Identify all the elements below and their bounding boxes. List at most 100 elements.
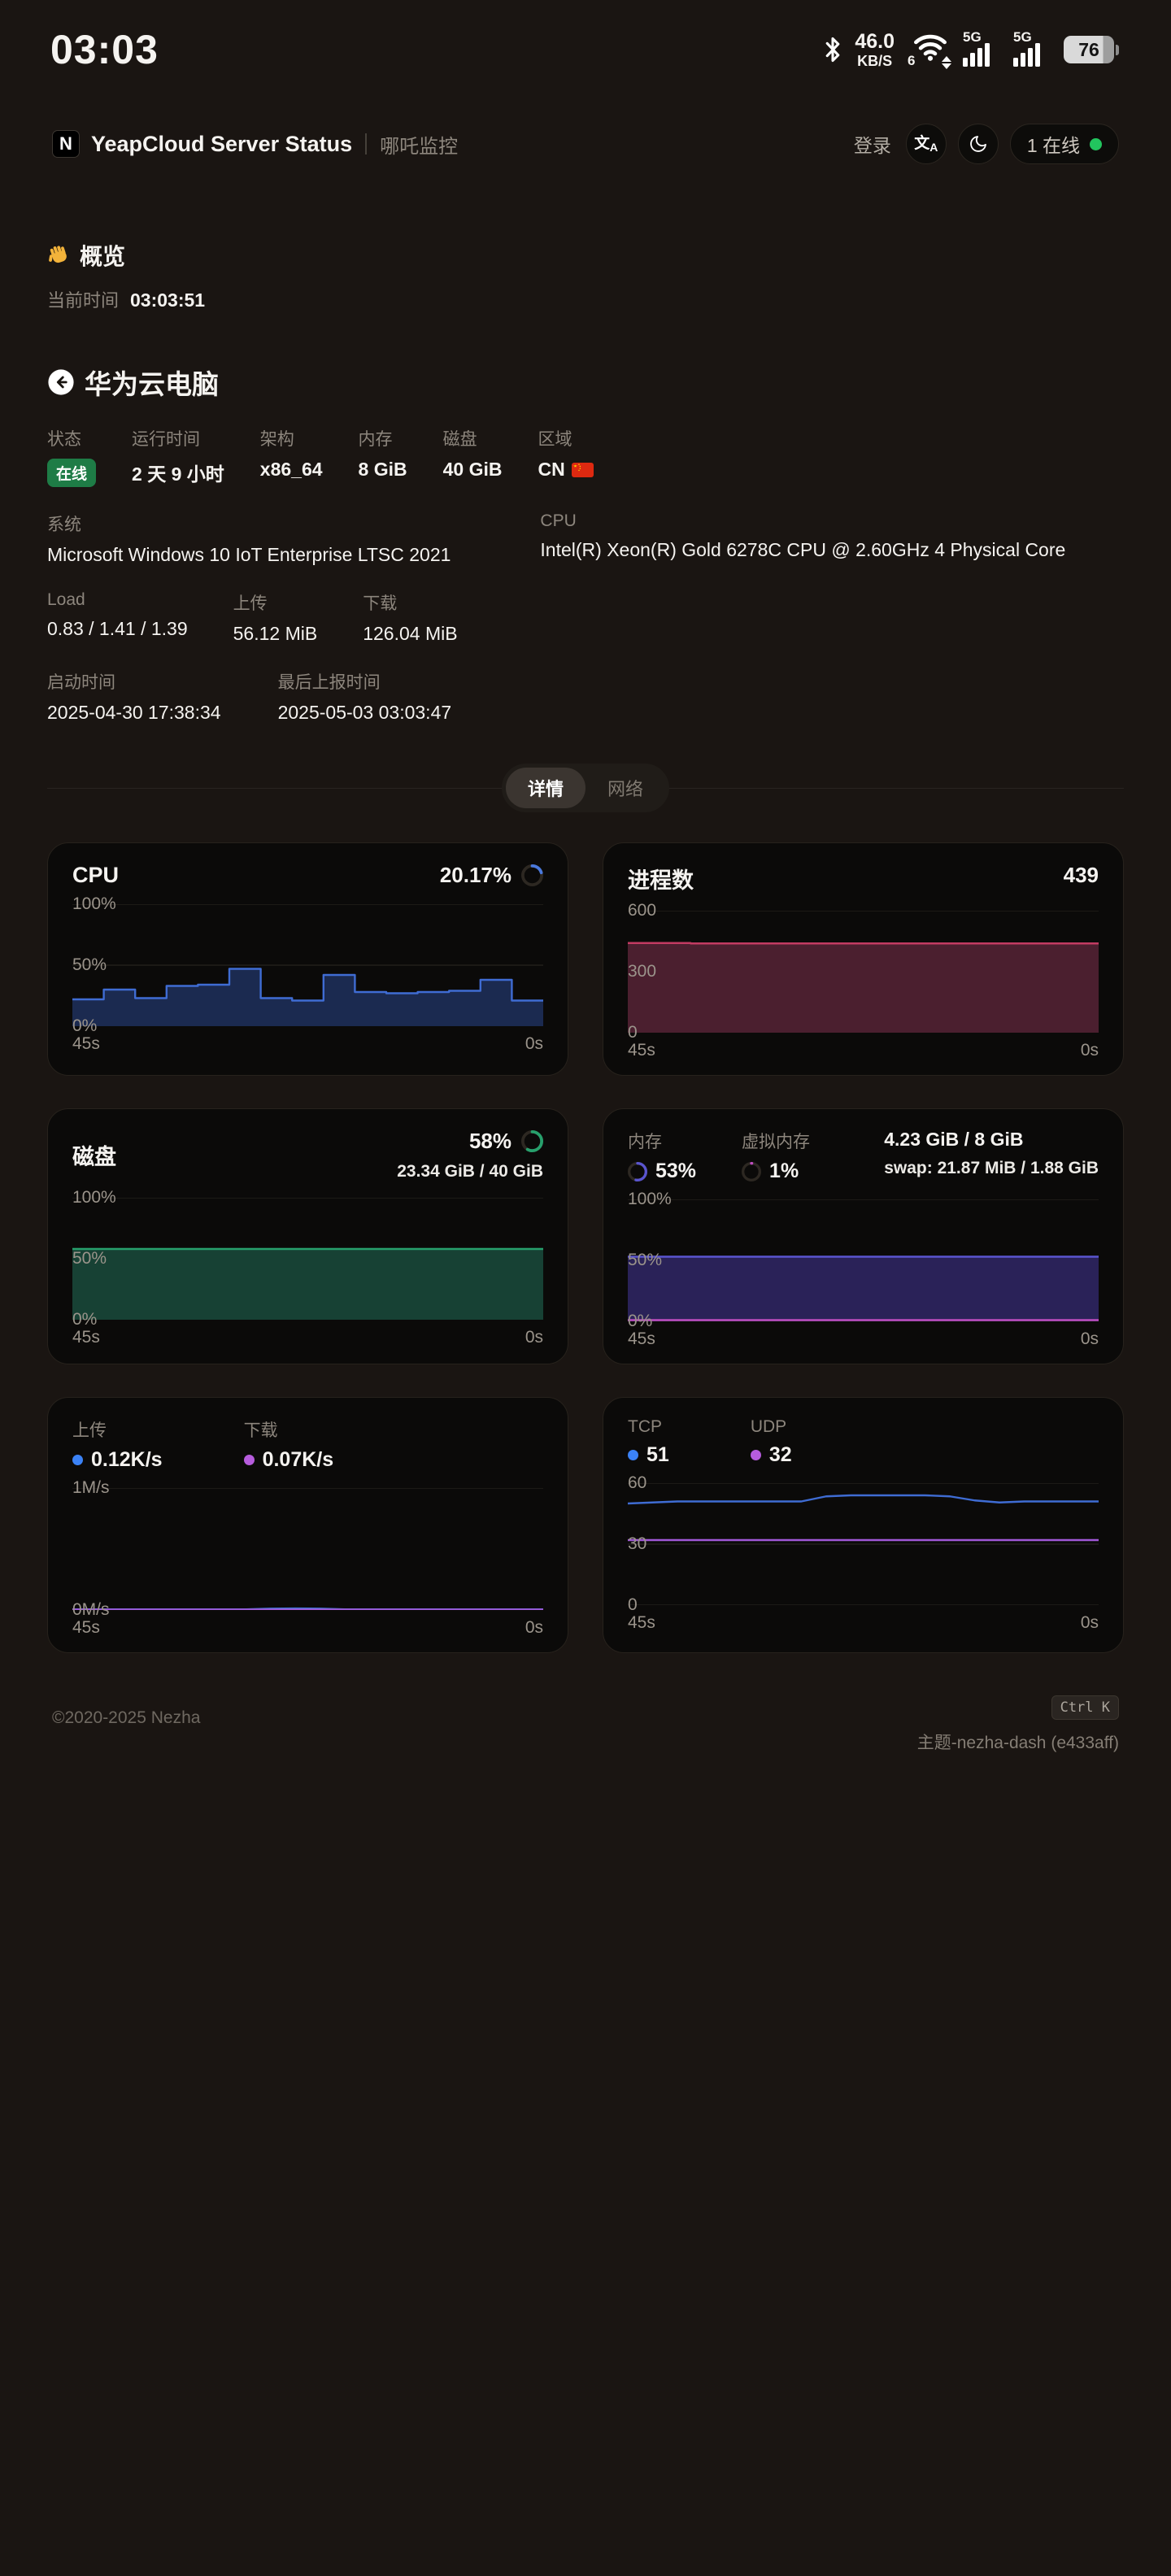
tab-detail[interactable]: 详情 <box>505 768 586 808</box>
process-card-title: 进程数 <box>628 868 694 893</box>
upload-speed-value: 0.12K/s <box>91 1448 163 1471</box>
memory-stat: 内存 53% <box>628 1133 697 1182</box>
network-card: 上传 0.12K/s 下载 0.07K/s <box>47 1397 568 1653</box>
memory-chart: 100% 50% 0% 45s 0s <box>628 1190 1099 1348</box>
process-card: 进程数 439 600 300 0 45s 0s <box>603 842 1124 1076</box>
memory-percent-value: 53% <box>655 1160 697 1182</box>
download-speed-value: 0.07K/s <box>262 1448 334 1471</box>
field-load: Load 0.83 / 1.41 / 1.39 <box>47 590 188 639</box>
tab-network[interactable]: 网络 <box>607 779 644 799</box>
cpu-value: 20.17% <box>439 863 511 887</box>
theme-toggle-button[interactable] <box>957 124 999 164</box>
swap-stat: 虚拟内存 1% <box>742 1133 811 1182</box>
bluetooth-icon <box>824 36 842 63</box>
network-speed-value: 46.0 <box>855 29 895 53</box>
download-legend-dot <box>243 1455 255 1465</box>
cellular-signal-1: 5G <box>963 29 1000 68</box>
page-footer: ©2020-2025 Nezha Ctrl K 主题-nezha-dash (e… <box>0 1695 1171 1754</box>
wifi-gen-label: 6 <box>908 53 916 68</box>
current-time-label: 当前时间 <box>47 290 120 311</box>
theme-version-text: 主题-nezha-dash (e433aff) <box>916 1734 1119 1752</box>
command-palette-shortcut[interactable]: Ctrl K <box>1051 1695 1119 1720</box>
cpu-progress-ring <box>521 864 543 886</box>
nezha-logo[interactable]: N <box>52 130 80 158</box>
swap-percent-value: 1% <box>769 1160 799 1182</box>
current-time-value: 03:03:51 <box>130 289 206 311</box>
wifi-icon: 6 <box>908 32 951 69</box>
field-total-download: 下载 126.04 MiB <box>363 594 458 644</box>
swap-progress-ring <box>742 1161 762 1181</box>
battery-indicator: 76 <box>1064 36 1119 63</box>
network-speed-unit: KB/S <box>857 52 893 69</box>
connections-card: TCP 51 UDP 32 <box>603 1397 1124 1653</box>
field-disk: 磁盘 40 GiB <box>442 430 503 480</box>
cn-flag-icon <box>571 462 594 477</box>
translate-icon: 文A <box>914 134 938 154</box>
server-system-row: 系统 Microsoft Windows 10 IoT Enterprise L… <box>47 511 1124 566</box>
field-region: 区域 CN <box>538 426 594 487</box>
disk-progress-ring <box>521 1130 543 1152</box>
cpu-card: CPU 20.17% 100% 50% 0% 45s 0s <box>47 842 568 1076</box>
overview-title: 概览 <box>80 244 126 269</box>
cellular-signal-2: 5G <box>1013 29 1051 68</box>
process-chart: 600 300 0 45s 0s <box>628 901 1099 1060</box>
field-mem: 内存 8 GiB <box>358 430 407 480</box>
disk-card-title: 磁盘 <box>72 1145 116 1169</box>
wifi-traffic-arrows <box>942 56 951 69</box>
copyright-text: ©2020-2025 Nezha <box>52 1708 201 1727</box>
field-last-report: 最后上报时间 2025-05-03 03:03:47 <box>277 673 452 723</box>
server-time-row: 启动时间 2025-04-30 17:38:34 最后上报时间 2025-05-… <box>47 669 1124 724</box>
field-system: 系统 Microsoft Windows 10 IoT Enterprise L… <box>47 516 451 565</box>
server-load-row: Load 0.83 / 1.41 / 1.39 上传 56.12 MiB 下载 … <box>47 590 1124 645</box>
udp-legend-dot <box>750 1450 761 1460</box>
download-stat: 下载 0.07K/s <box>243 1421 334 1471</box>
detail-network-tabs: 详情 网络 <box>47 764 1124 812</box>
waving-hand-icon <box>49 246 67 263</box>
status-badge: 在线 <box>47 459 97 487</box>
clock: 03:03 <box>50 27 159 72</box>
connections-chart: 60 30 0 45s 0s <box>628 1473 1099 1632</box>
memory-usage-detail: 4.23 GiB / 8 GiB <box>884 1129 1024 1150</box>
server-name: 华为云电脑 <box>85 369 219 399</box>
disk-percent-value: 58% <box>468 1129 511 1153</box>
site-subtitle: 哪吒监控 <box>380 135 459 158</box>
online-status-dot <box>1090 137 1102 150</box>
title-divider <box>365 133 368 154</box>
network-chart: 1M/s 0M/s 45s 0s <box>72 1478 543 1637</box>
udp-count-value: 32 <box>768 1443 792 1466</box>
field-cpu: CPU Intel(R) Xeon(R) Gold 6278C CPU @ 2.… <box>540 511 1066 560</box>
language-button[interactable]: 文A <box>905 124 947 164</box>
field-arch: 架构 x86_64 <box>259 430 323 480</box>
udp-stat: UDP 32 <box>750 1417 792 1466</box>
moon-icon <box>970 136 986 152</box>
disk-card: 磁盘 58% 23.34 GiB / 40 GiB 100% 50% 0% 45s 0… <box>47 1108 568 1364</box>
field-status: 状态 在线 <box>47 426 97 487</box>
disk-usage-detail: 23.34 GiB / 40 GiB <box>397 1162 543 1181</box>
online-count-pill[interactable]: 1 在线 <box>1009 124 1119 164</box>
upload-legend-dot <box>72 1455 83 1465</box>
memory-card: 内存 53% 虚拟内存 1% 4. <box>603 1108 1124 1364</box>
phone-status-bar: 03:03 46.0 KB/S 6 5G 5G 76 <box>0 0 1171 78</box>
login-link[interactable]: 登录 <box>853 135 891 156</box>
field-uptime: 运行时间 2 天 9 小时 <box>132 430 224 485</box>
cpu-card-title: CPU <box>72 863 120 887</box>
tcp-legend-dot <box>628 1450 638 1460</box>
tcp-count-value: 51 <box>646 1443 669 1466</box>
swap-usage-detail: swap: 21.87 MiB / 1.88 GiB <box>884 1159 1099 1177</box>
process-count-value: 439 <box>1063 863 1099 887</box>
site-title: YeapCloud Server Status <box>91 131 353 156</box>
back-button[interactable] <box>47 368 75 396</box>
cpu-chart: 100% 50% 0% 45s 0s <box>72 894 543 1053</box>
battery-level: 76 <box>1064 36 1114 63</box>
server-status-row: 状态 在线 运行时间 2 天 9 小时 架构 x86_64 内存 8 GiB 磁… <box>47 426 1124 487</box>
tcp-stat: TCP 51 <box>628 1417 669 1466</box>
field-boot-time: 启动时间 2025-04-30 17:38:34 <box>47 673 221 723</box>
network-speed-indicator: 46.0 KB/S <box>855 29 895 69</box>
overview-section: 概览 当前时间 03:03:51 <box>47 239 1124 312</box>
disk-chart: 100% 50% 0% 45s 0s <box>72 1188 543 1347</box>
field-total-upload: 上传 56.12 MiB <box>233 594 318 644</box>
upload-stat: 上传 0.12K/s <box>72 1421 163 1471</box>
online-count-label: 1 在线 <box>1026 135 1080 156</box>
memory-progress-ring <box>628 1161 647 1181</box>
app-header: N YeapCloud Server Status 哪吒监控 登录 文A 1 在… <box>0 124 1171 164</box>
